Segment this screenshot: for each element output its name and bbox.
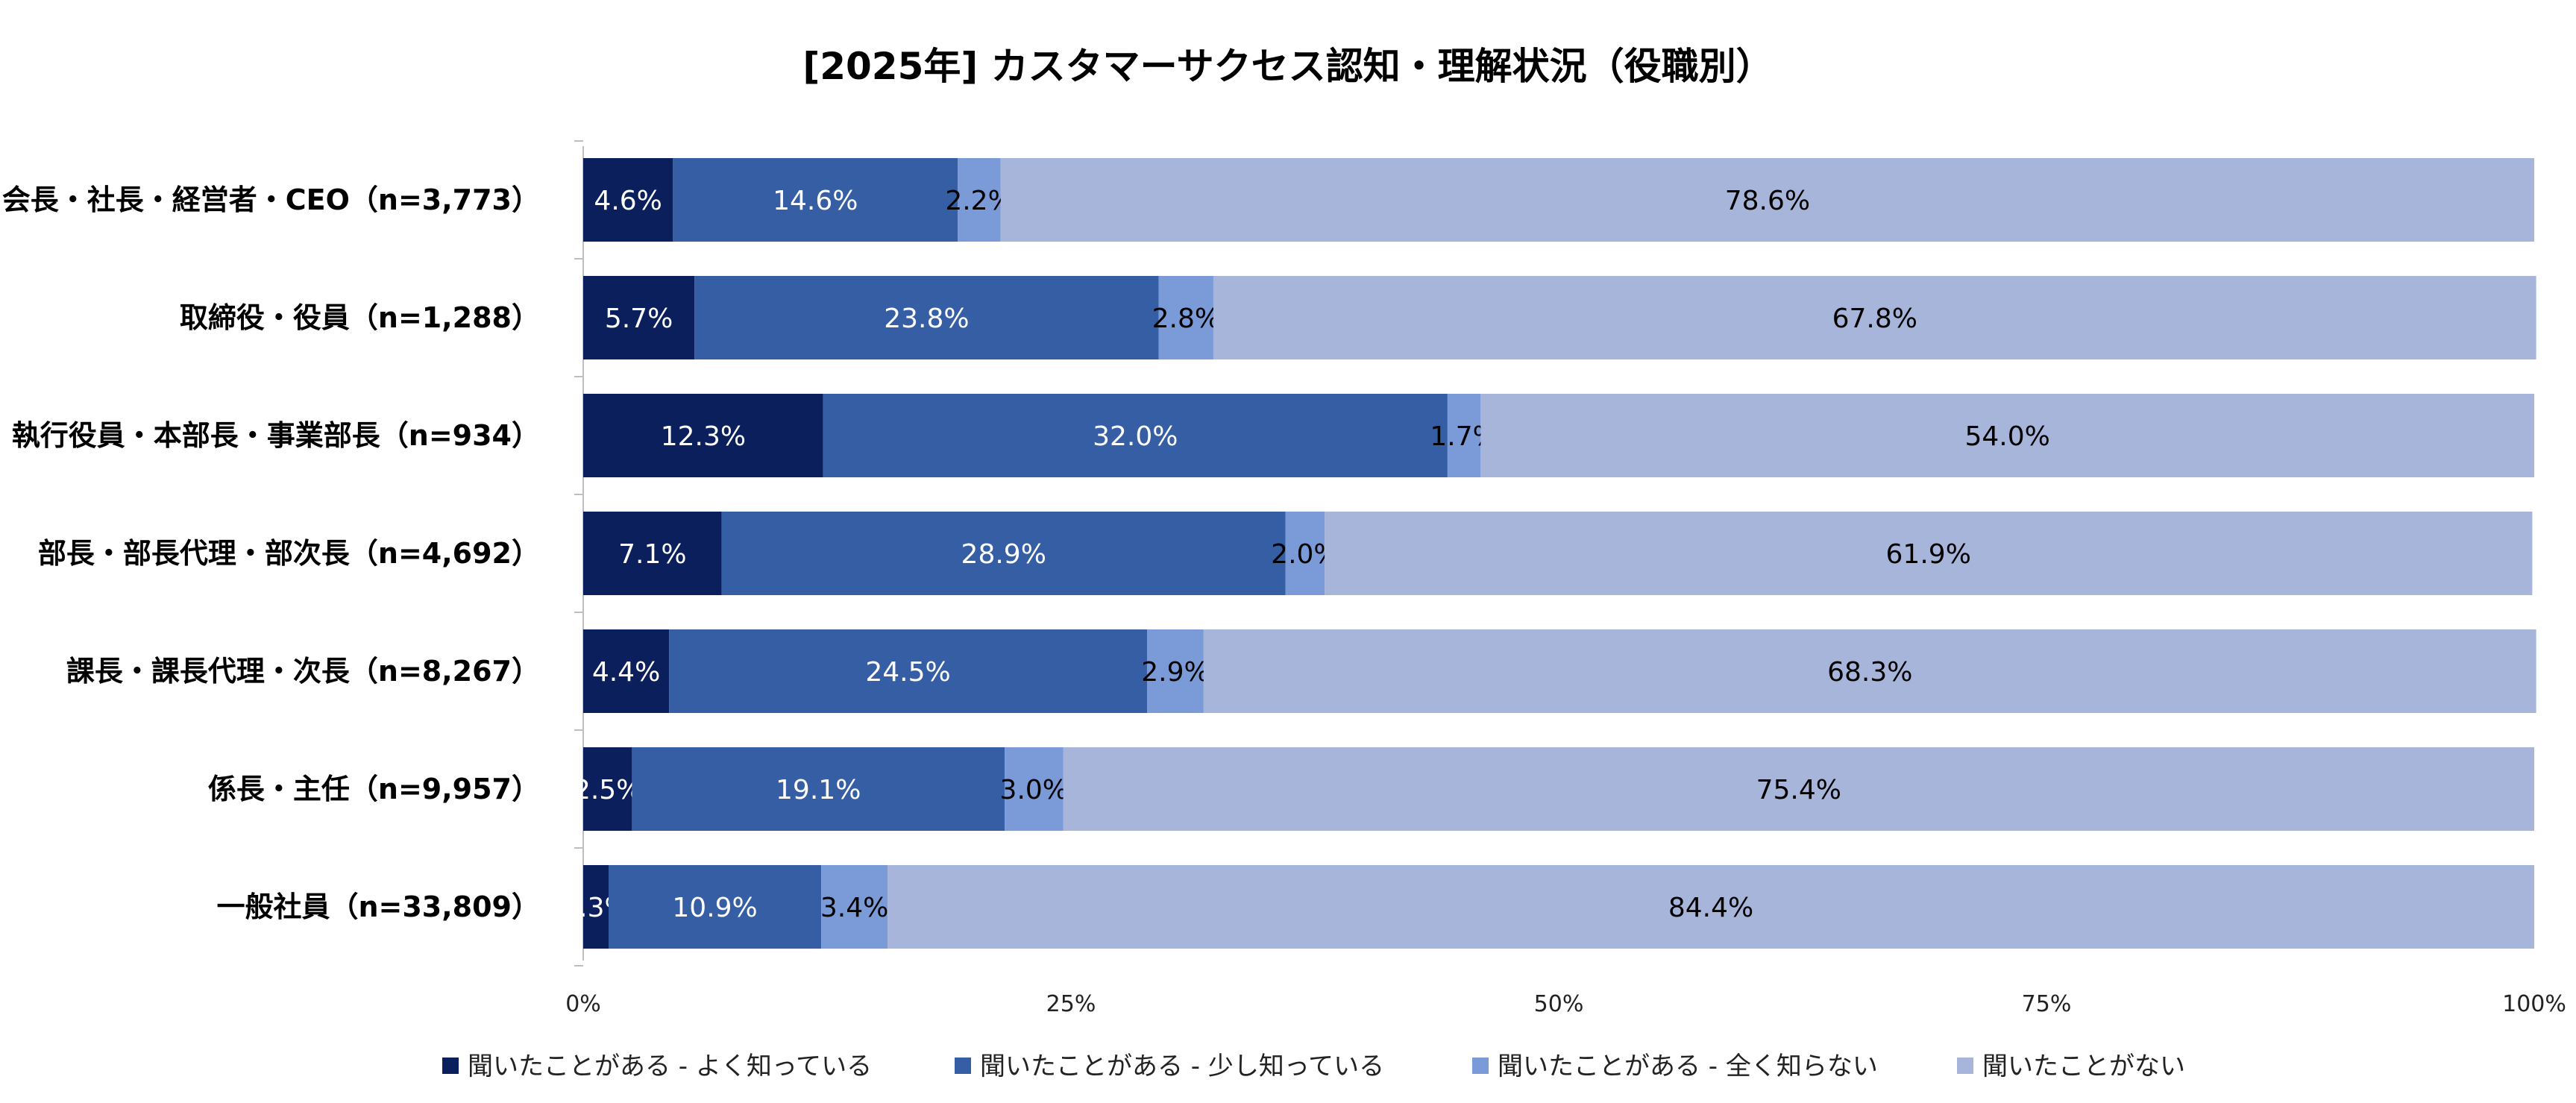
bar-segment xyxy=(721,512,1286,595)
bar-segment xyxy=(583,512,722,595)
data-label: 75.4% xyxy=(1756,775,1841,805)
bar-row: 2.5% 19.1% 3.0% 75.4% xyxy=(574,747,2534,831)
category-label: 部長・部長代理・部次長（n=4,692） xyxy=(38,537,540,570)
x-tick-label: 50% xyxy=(1534,991,1584,1017)
data-label: 78.6% xyxy=(1725,186,1810,216)
legend-item: 聞いたことがない xyxy=(1957,1052,2185,1081)
legend-item: 聞いたことがある - 全く知らない xyxy=(1472,1052,1878,1081)
bar-row: 12.3% 32.0% 1.7% 54.0% xyxy=(583,394,2534,477)
data-label: 68.3% xyxy=(1827,657,1912,688)
bar-segment xyxy=(888,865,2534,949)
data-label: 23.8% xyxy=(884,304,969,334)
bar-segment xyxy=(609,865,822,949)
category-label: 課長・課長代理・次長（n=8,267） xyxy=(66,655,540,688)
bar-segment xyxy=(669,629,1148,713)
category-label: 会長・社長・経営者・CEO（n=3,773） xyxy=(2,183,540,216)
bar-segment xyxy=(1325,512,2533,595)
x-tick-label: 25% xyxy=(1046,991,1096,1017)
bar-segment xyxy=(583,394,823,477)
bars-group: 4.6% 14.6% 2.2% 78.6%5.7% 23.8% 2.8% 67.8%12.3… xyxy=(562,158,2536,949)
data-label: 10.9% xyxy=(672,893,757,923)
legend-item: 聞いたことがある - よく知っている xyxy=(442,1052,872,1081)
bar-segment xyxy=(583,158,673,242)
data-label: 67.8% xyxy=(1832,304,1917,334)
data-label: 24.5% xyxy=(865,657,950,688)
legend: 聞いたことがある - よく知っている 聞いたことがある - 少し知っている 聞いたこ… xyxy=(442,1052,2185,1081)
y-axis-ticks xyxy=(574,140,583,967)
x-tick-label: 100% xyxy=(2502,991,2566,1017)
category-label: 係長・主任（n=9,957） xyxy=(208,773,540,805)
bar-segment xyxy=(1063,747,2534,831)
data-label: 12.3% xyxy=(661,421,746,452)
data-label: 84.4% xyxy=(1668,893,1753,923)
bar-segment xyxy=(1480,394,2534,477)
data-label: 32.0% xyxy=(1093,421,1178,452)
legend-swatch xyxy=(1472,1058,1489,1074)
data-label: 19.1% xyxy=(776,775,861,805)
data-label: 2.9% xyxy=(1141,657,1209,688)
data-label: 28.9% xyxy=(961,539,1046,570)
bar-segment xyxy=(1158,276,1213,359)
data-label: 5.7% xyxy=(605,304,673,334)
legend-label: 聞いたことがある - よく知っている xyxy=(468,1052,872,1081)
data-label: 14.6% xyxy=(773,186,858,216)
bar-row: 4.6% 14.6% 2.2% 78.6% xyxy=(583,158,2534,242)
legend-swatch xyxy=(1957,1058,1973,1074)
data-label: 3.4% xyxy=(820,893,888,923)
data-label: 3.0% xyxy=(1000,775,1068,805)
data-label: 54.0% xyxy=(1964,421,2049,452)
bar-segment xyxy=(1447,394,1481,477)
bar-row: 4.4% 24.5% 2.9% 68.3% xyxy=(583,629,2536,713)
chart-title: [2025年] カスタマーサクセス認知・理解状況（役職別） xyxy=(802,45,1773,88)
bar-segment xyxy=(583,865,609,949)
bar-segment xyxy=(823,394,1448,477)
legend-swatch xyxy=(442,1058,459,1074)
category-label: 取締役・役員（n=1,288） xyxy=(180,301,540,334)
bar-row: 5.7% 23.8% 2.8% 67.8% xyxy=(583,276,2536,359)
x-axis-tick-labels: 0% 25% 50% 75% 100% xyxy=(565,991,2566,1017)
bar-segment xyxy=(694,276,1159,359)
bar-segment xyxy=(1000,158,2534,242)
data-label: 4.6% xyxy=(594,186,662,216)
bar-segment xyxy=(583,747,632,831)
bar-segment xyxy=(1147,629,1204,713)
category-labels: 会長・社長・経営者・CEO（n=3,773） 取締役・役員（n=1,288） 執行役… xyxy=(2,183,540,923)
bar-segment xyxy=(583,276,695,359)
legend-label: 聞いたことがある - 全く知らない xyxy=(1498,1052,1878,1081)
bar-segment xyxy=(1213,276,2536,359)
data-label: 2.8% xyxy=(1152,304,1220,334)
data-label: 7.1% xyxy=(618,539,686,570)
bar-segment xyxy=(1285,512,1325,595)
legend-swatch xyxy=(955,1058,971,1074)
x-tick-label: 75% xyxy=(2022,991,2072,1017)
bar-row: 7.1% 28.9% 2.0% 61.9% xyxy=(583,512,2533,595)
bar-segment xyxy=(1005,747,1064,831)
data-label: 4.4% xyxy=(592,657,660,688)
bar-row: 1.3% 10.9% 3.4% 84.4% xyxy=(562,865,2534,949)
bar-segment xyxy=(583,629,670,713)
legend-label: 聞いたことがない xyxy=(1982,1052,2185,1081)
bar-segment xyxy=(821,865,888,949)
bar-segment xyxy=(673,158,958,242)
data-label: 2.5% xyxy=(574,775,641,805)
category-label: 執行役員・本部長・事業部長（n=934） xyxy=(12,419,540,452)
legend-label: 聞いたことがある - 少し知っている xyxy=(980,1052,1384,1081)
bar-segment xyxy=(632,747,1005,831)
legend-item: 聞いたことがある - 少し知っている xyxy=(955,1052,1384,1081)
bar-segment xyxy=(958,158,1001,242)
category-label: 一般社員（n=33,809） xyxy=(216,890,540,923)
data-label: 61.9% xyxy=(1886,539,1971,570)
x-tick-label: 0% xyxy=(565,991,601,1017)
bar-segment xyxy=(1203,629,2536,713)
